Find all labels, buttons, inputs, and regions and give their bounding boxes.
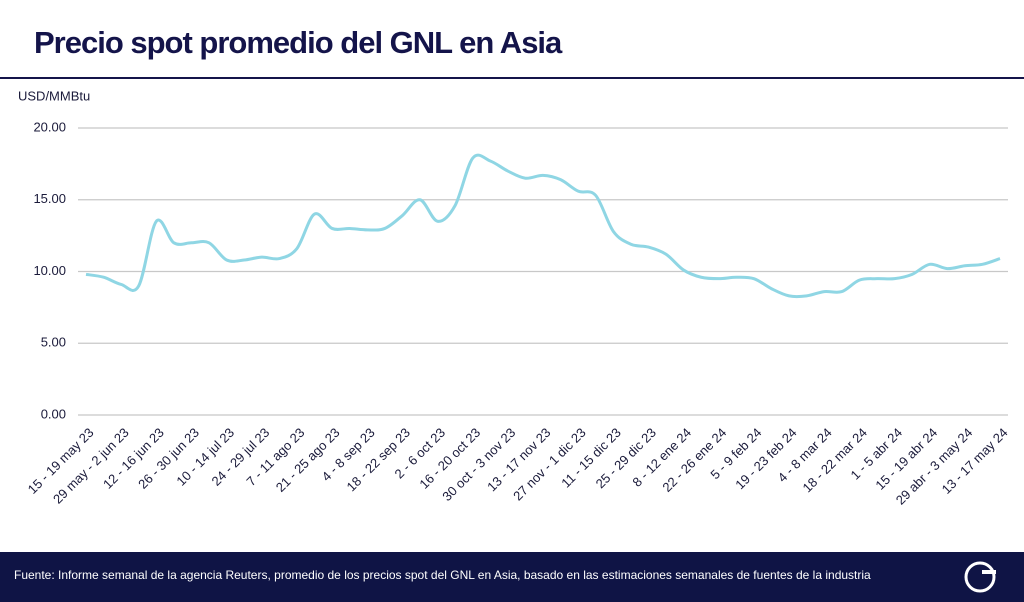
title-rule (0, 77, 1024, 79)
y-axis-label: USD/MMBtu (18, 88, 90, 103)
y-tick-label: 15.00 (33, 191, 66, 206)
y-tick-label: 20.00 (33, 119, 66, 134)
footer (0, 552, 1024, 602)
logo (964, 561, 996, 593)
y-tick-label: 10.00 (33, 263, 66, 278)
y-tick-label: 0.00 (41, 406, 66, 421)
price-line (85, 153, 1001, 299)
y-tick-label: 5.00 (41, 335, 66, 350)
chart-title: Precio spot promedio del GNL en Asia (34, 25, 563, 60)
source-note: Fuente: Informe semanal de la agencia Re… (14, 568, 871, 582)
